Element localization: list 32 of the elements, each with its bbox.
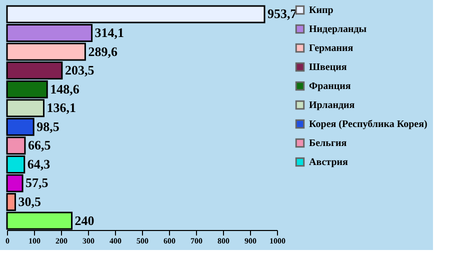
x-tick-label: 700 <box>190 236 202 246</box>
legend-label: Кипр <box>309 5 334 16</box>
x-tick-label: 400 <box>110 236 122 246</box>
data-label: 57,5 <box>26 175 49 190</box>
data-label: 203,5 <box>64 62 95 78</box>
legend-label: Ирландия <box>309 100 356 111</box>
x-tick-label: 1000 <box>270 236 286 246</box>
x-tick-label: 900 <box>244 236 256 246</box>
legend-label: Франция <box>309 81 352 92</box>
legend-label: Швеция <box>309 62 348 73</box>
x-tick-label: 800 <box>218 236 230 246</box>
data-label: 240 <box>74 212 94 228</box>
data-label: 136,1 <box>46 100 76 116</box>
legend-label: Нидерланды <box>309 24 367 35</box>
x-tick-label: 500 <box>136 236 148 246</box>
legend-label: Корея (Республика Корея) <box>309 119 428 130</box>
legend-label: Германия <box>309 43 354 54</box>
data-label: 148,6 <box>50 81 80 96</box>
x-tick-label: 200 <box>56 236 68 246</box>
legend-label: Бельгия <box>309 138 348 149</box>
data-label: 64,3 <box>27 156 51 172</box>
data-label: 66,5 <box>28 138 52 153</box>
data-label: 289,6 <box>88 44 118 59</box>
data-label: 314,1 <box>94 24 124 40</box>
data-label: 953,7 <box>268 6 298 22</box>
data-label: 98,5 <box>36 118 60 134</box>
x-tick-label: 100 <box>28 236 40 246</box>
data-label: 30,5 <box>18 194 42 210</box>
x-tick-label: 600 <box>164 236 176 246</box>
x-tick-label: 300 <box>82 236 94 246</box>
x-tick-label: 0 <box>6 236 10 246</box>
legend-label: Австрия <box>309 157 349 168</box>
